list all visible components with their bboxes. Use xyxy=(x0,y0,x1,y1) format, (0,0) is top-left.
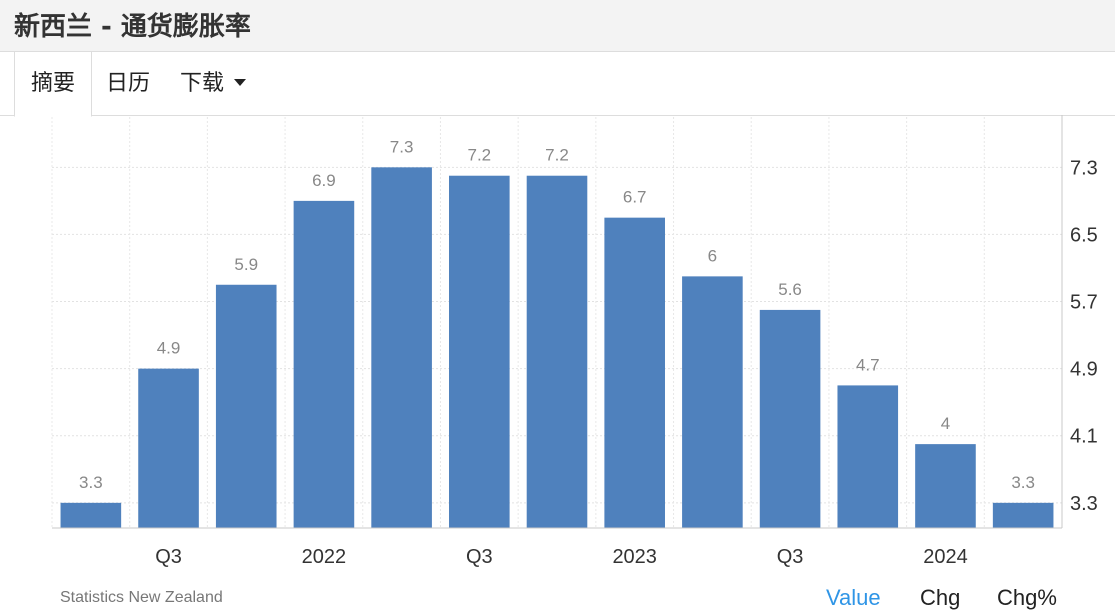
bar-value-label: 7.3 xyxy=(390,137,414,156)
bar-value-label: 7.2 xyxy=(467,146,491,165)
bar xyxy=(449,175,510,528)
bar xyxy=(915,444,976,528)
bar xyxy=(604,217,665,528)
y-tick-label: 5.7 xyxy=(1070,292,1098,314)
chart-container: 3.3 4.1 4.9 5.7 6.5 7.3 3.3 4.9 Q3 5.9 6.9 2022 7.3 7… xyxy=(0,115,1115,575)
y-tick-label: 3.3 xyxy=(1070,493,1098,515)
tab-summary-label: 摘要 xyxy=(30,71,75,96)
bar-value-label: 6.9 xyxy=(312,171,336,190)
value-mode-button[interactable]: Value xyxy=(826,585,881,610)
bar xyxy=(60,502,122,528)
x-tick-label: 2023 xyxy=(612,546,657,568)
bar xyxy=(526,175,588,528)
bar-value-label: 4.9 xyxy=(157,339,181,358)
bar xyxy=(138,368,199,528)
bar-value-label: 3.3 xyxy=(79,473,103,492)
bar xyxy=(371,167,432,528)
bar-value-label: 6 xyxy=(708,246,717,265)
y-tick-label: 4.1 xyxy=(1070,426,1098,448)
x-tick-label: Q3 xyxy=(777,546,804,568)
inflation-bar-chart: 3.3 4.1 4.9 5.7 6.5 7.3 3.3 4.9 Q3 5.9 6.9 2022 7.3 7… xyxy=(51,115,1098,568)
x-tick-label: Q3 xyxy=(466,546,493,568)
x-tick-label: Q3 xyxy=(155,546,182,568)
source-label: Statistics New Zealand xyxy=(60,589,223,606)
tab-download-label: 下载 xyxy=(180,71,225,96)
tab-bar: 摘要 日历 下载 xyxy=(0,51,1115,117)
bar-value-label: 6.7 xyxy=(623,188,647,207)
bar-value-label: 4 xyxy=(941,414,950,433)
title-bar: 新西兰 - 通货膨胀率 xyxy=(0,0,1115,52)
bar-value-label: 5.6 xyxy=(778,280,802,299)
bar-value-label: 4.7 xyxy=(856,355,880,374)
y-tick-label: 4.9 xyxy=(1070,359,1098,381)
chg-percent-mode-button[interactable]: Chg% xyxy=(997,585,1057,610)
x-tick-label: 2024 xyxy=(923,546,968,568)
bar-value-label: 7.2 xyxy=(545,146,569,165)
bar xyxy=(837,385,899,528)
bar-value-label: 3.3 xyxy=(1011,473,1035,492)
y-tick-label: 6.5 xyxy=(1070,224,1098,246)
bar xyxy=(759,309,821,528)
tab-calendar[interactable]: 日历 xyxy=(106,52,150,115)
x-tick-label: 2022 xyxy=(302,546,347,568)
bar xyxy=(992,502,1054,528)
bar-value-label: 5.9 xyxy=(234,255,258,274)
tab-summary[interactable]: 摘要 xyxy=(14,51,92,117)
page-title: 新西兰 - 通货膨胀率 xyxy=(14,12,251,42)
chg-mode-button[interactable]: Chg xyxy=(920,585,961,610)
tab-download[interactable]: 下载 xyxy=(180,52,247,115)
tab-calendar-label: 日历 xyxy=(106,71,151,96)
bar xyxy=(215,284,277,528)
bar xyxy=(682,276,743,528)
bar xyxy=(293,200,355,528)
caret-down-icon xyxy=(234,78,247,86)
y-tick-label: 7.3 xyxy=(1070,157,1098,179)
